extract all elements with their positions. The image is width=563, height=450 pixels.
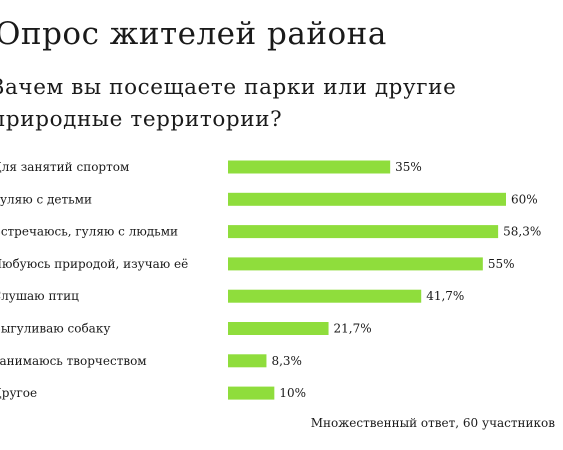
value-label: 10% <box>279 386 306 400</box>
bar <box>228 225 499 239</box>
category-label: Выгуливаю собаку <box>0 322 110 336</box>
bar <box>228 386 275 400</box>
category-label: Для занятий спортом <box>0 160 129 174</box>
category-label: Любуюсь природой, изучаю её <box>0 257 188 271</box>
value-label: 21,7% <box>334 322 372 336</box>
value-label: 41,7% <box>426 289 464 303</box>
category-label: Другое <box>0 386 37 400</box>
category-label: Встречаюсь, гуляю с людьми <box>0 225 178 239</box>
bar <box>228 289 422 303</box>
value-label: 58,3% <box>503 225 541 239</box>
category-label: Слушаю птиц <box>0 289 79 303</box>
category-label: Занимаюсь творчеством <box>0 354 147 368</box>
bar <box>228 322 329 335</box>
chart-footnote: Множественный ответ, 60 участников <box>310 416 555 430</box>
bar <box>228 354 267 368</box>
chart-subtitle: Зачем вы посещаете парки или другие прир… <box>0 75 457 132</box>
category-label: Гуляю с детьми <box>0 192 92 206</box>
value-label: 35% <box>395 160 422 174</box>
value-label: 8,3% <box>271 354 302 368</box>
bar <box>228 257 483 271</box>
value-label: 60% <box>511 192 538 206</box>
bar <box>228 192 506 206</box>
bar <box>228 160 391 174</box>
value-label: 55% <box>488 257 515 271</box>
chart-title: Опрос жителей района <box>0 16 387 52</box>
